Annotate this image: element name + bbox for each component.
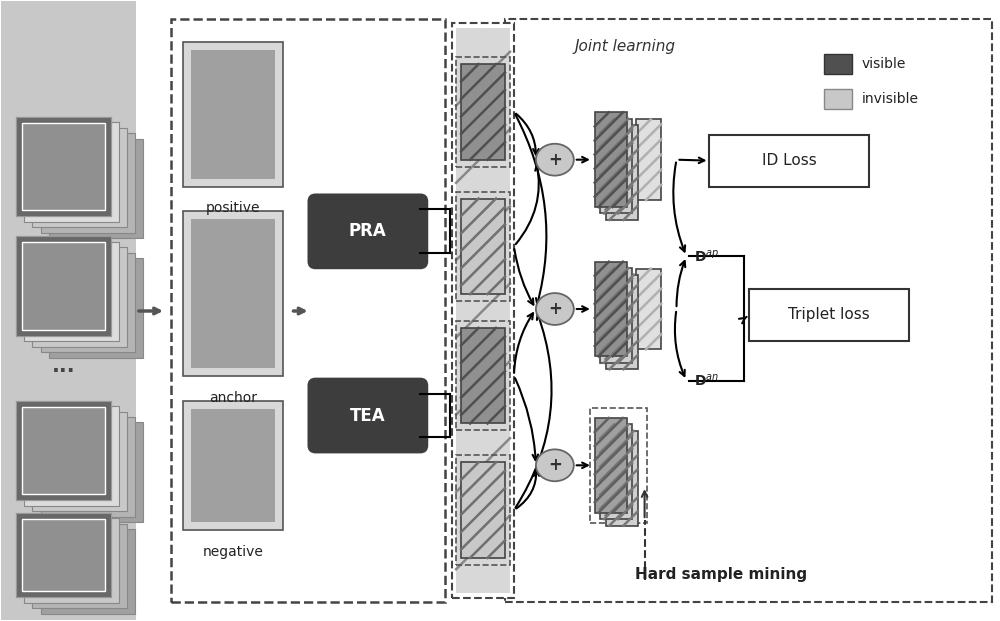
Bar bbox=[24, 406, 119, 505]
Text: Hard sample mining: Hard sample mining bbox=[635, 567, 807, 582]
Text: visible: visible bbox=[862, 57, 906, 71]
Bar bbox=[636, 269, 661, 350]
Ellipse shape bbox=[536, 450, 574, 481]
Text: positive: positive bbox=[205, 201, 260, 215]
Bar bbox=[709, 135, 869, 186]
Bar bbox=[636, 119, 661, 200]
Bar bbox=[24, 242, 119, 342]
Text: +: + bbox=[548, 300, 562, 318]
Bar bbox=[183, 42, 283, 186]
Text: +: + bbox=[548, 456, 562, 474]
Bar bbox=[824, 89, 852, 109]
Text: ID Loss: ID Loss bbox=[762, 153, 817, 168]
Bar bbox=[456, 191, 510, 301]
Bar bbox=[183, 211, 283, 376]
FancyBboxPatch shape bbox=[309, 379, 427, 452]
Bar bbox=[22, 123, 105, 211]
Bar bbox=[1, 1, 136, 620]
Bar bbox=[22, 242, 105, 330]
Ellipse shape bbox=[536, 293, 574, 325]
Text: TEA: TEA bbox=[350, 407, 386, 425]
Bar bbox=[24, 518, 119, 603]
Text: Triplet loss: Triplet loss bbox=[788, 307, 870, 322]
Bar bbox=[183, 401, 283, 530]
Bar bbox=[41, 134, 135, 233]
Text: $\mathbf{D}^{an}$: $\mathbf{D}^{an}$ bbox=[694, 373, 720, 389]
Bar bbox=[595, 261, 627, 356]
Bar bbox=[606, 431, 638, 525]
Bar bbox=[590, 408, 647, 522]
Text: invisible: invisible bbox=[862, 92, 919, 106]
Bar bbox=[41, 417, 135, 517]
Bar bbox=[456, 321, 510, 430]
Text: PRA: PRA bbox=[349, 222, 387, 240]
Bar bbox=[16, 512, 111, 597]
Bar bbox=[49, 138, 143, 238]
Bar bbox=[749, 289, 909, 341]
Bar bbox=[16, 512, 111, 597]
Bar bbox=[191, 50, 275, 179]
Bar bbox=[191, 219, 275, 368]
Text: Joint learning: Joint learning bbox=[575, 39, 676, 54]
Bar bbox=[16, 117, 111, 217]
Bar bbox=[606, 274, 638, 369]
Bar bbox=[41, 529, 135, 614]
Bar bbox=[32, 524, 127, 608]
Bar bbox=[32, 412, 127, 511]
Bar bbox=[24, 122, 119, 222]
Bar bbox=[606, 125, 638, 220]
Bar bbox=[22, 519, 105, 591]
Bar bbox=[16, 401, 111, 500]
Bar bbox=[171, 19, 445, 602]
Bar bbox=[456, 29, 510, 592]
Text: negative: negative bbox=[202, 545, 263, 559]
Bar bbox=[16, 117, 111, 217]
FancyBboxPatch shape bbox=[309, 194, 427, 268]
Bar bbox=[461, 199, 505, 294]
Bar bbox=[16, 237, 111, 336]
Bar bbox=[191, 409, 275, 522]
Bar bbox=[505, 19, 992, 602]
Bar bbox=[461, 328, 505, 424]
Bar bbox=[461, 64, 505, 160]
Bar bbox=[456, 57, 510, 166]
Bar bbox=[595, 112, 627, 207]
Text: +: + bbox=[548, 151, 562, 169]
Text: $\mathbf{D}^{ap}$: $\mathbf{D}^{ap}$ bbox=[694, 248, 720, 265]
Ellipse shape bbox=[536, 143, 574, 176]
Bar bbox=[16, 237, 111, 336]
Text: anchor: anchor bbox=[209, 391, 257, 405]
Bar bbox=[595, 418, 627, 512]
Bar bbox=[49, 422, 143, 522]
Bar bbox=[600, 425, 632, 519]
Text: ...: ... bbox=[51, 356, 75, 376]
Bar bbox=[600, 268, 632, 363]
Bar bbox=[16, 401, 111, 500]
Bar bbox=[32, 128, 127, 227]
Bar bbox=[452, 24, 514, 597]
Bar bbox=[22, 407, 105, 494]
Bar bbox=[456, 455, 510, 565]
Bar bbox=[461, 462, 505, 558]
Bar bbox=[49, 258, 143, 358]
Bar bbox=[41, 253, 135, 352]
Bar bbox=[32, 247, 127, 347]
Bar bbox=[824, 54, 852, 74]
Bar bbox=[600, 119, 632, 214]
